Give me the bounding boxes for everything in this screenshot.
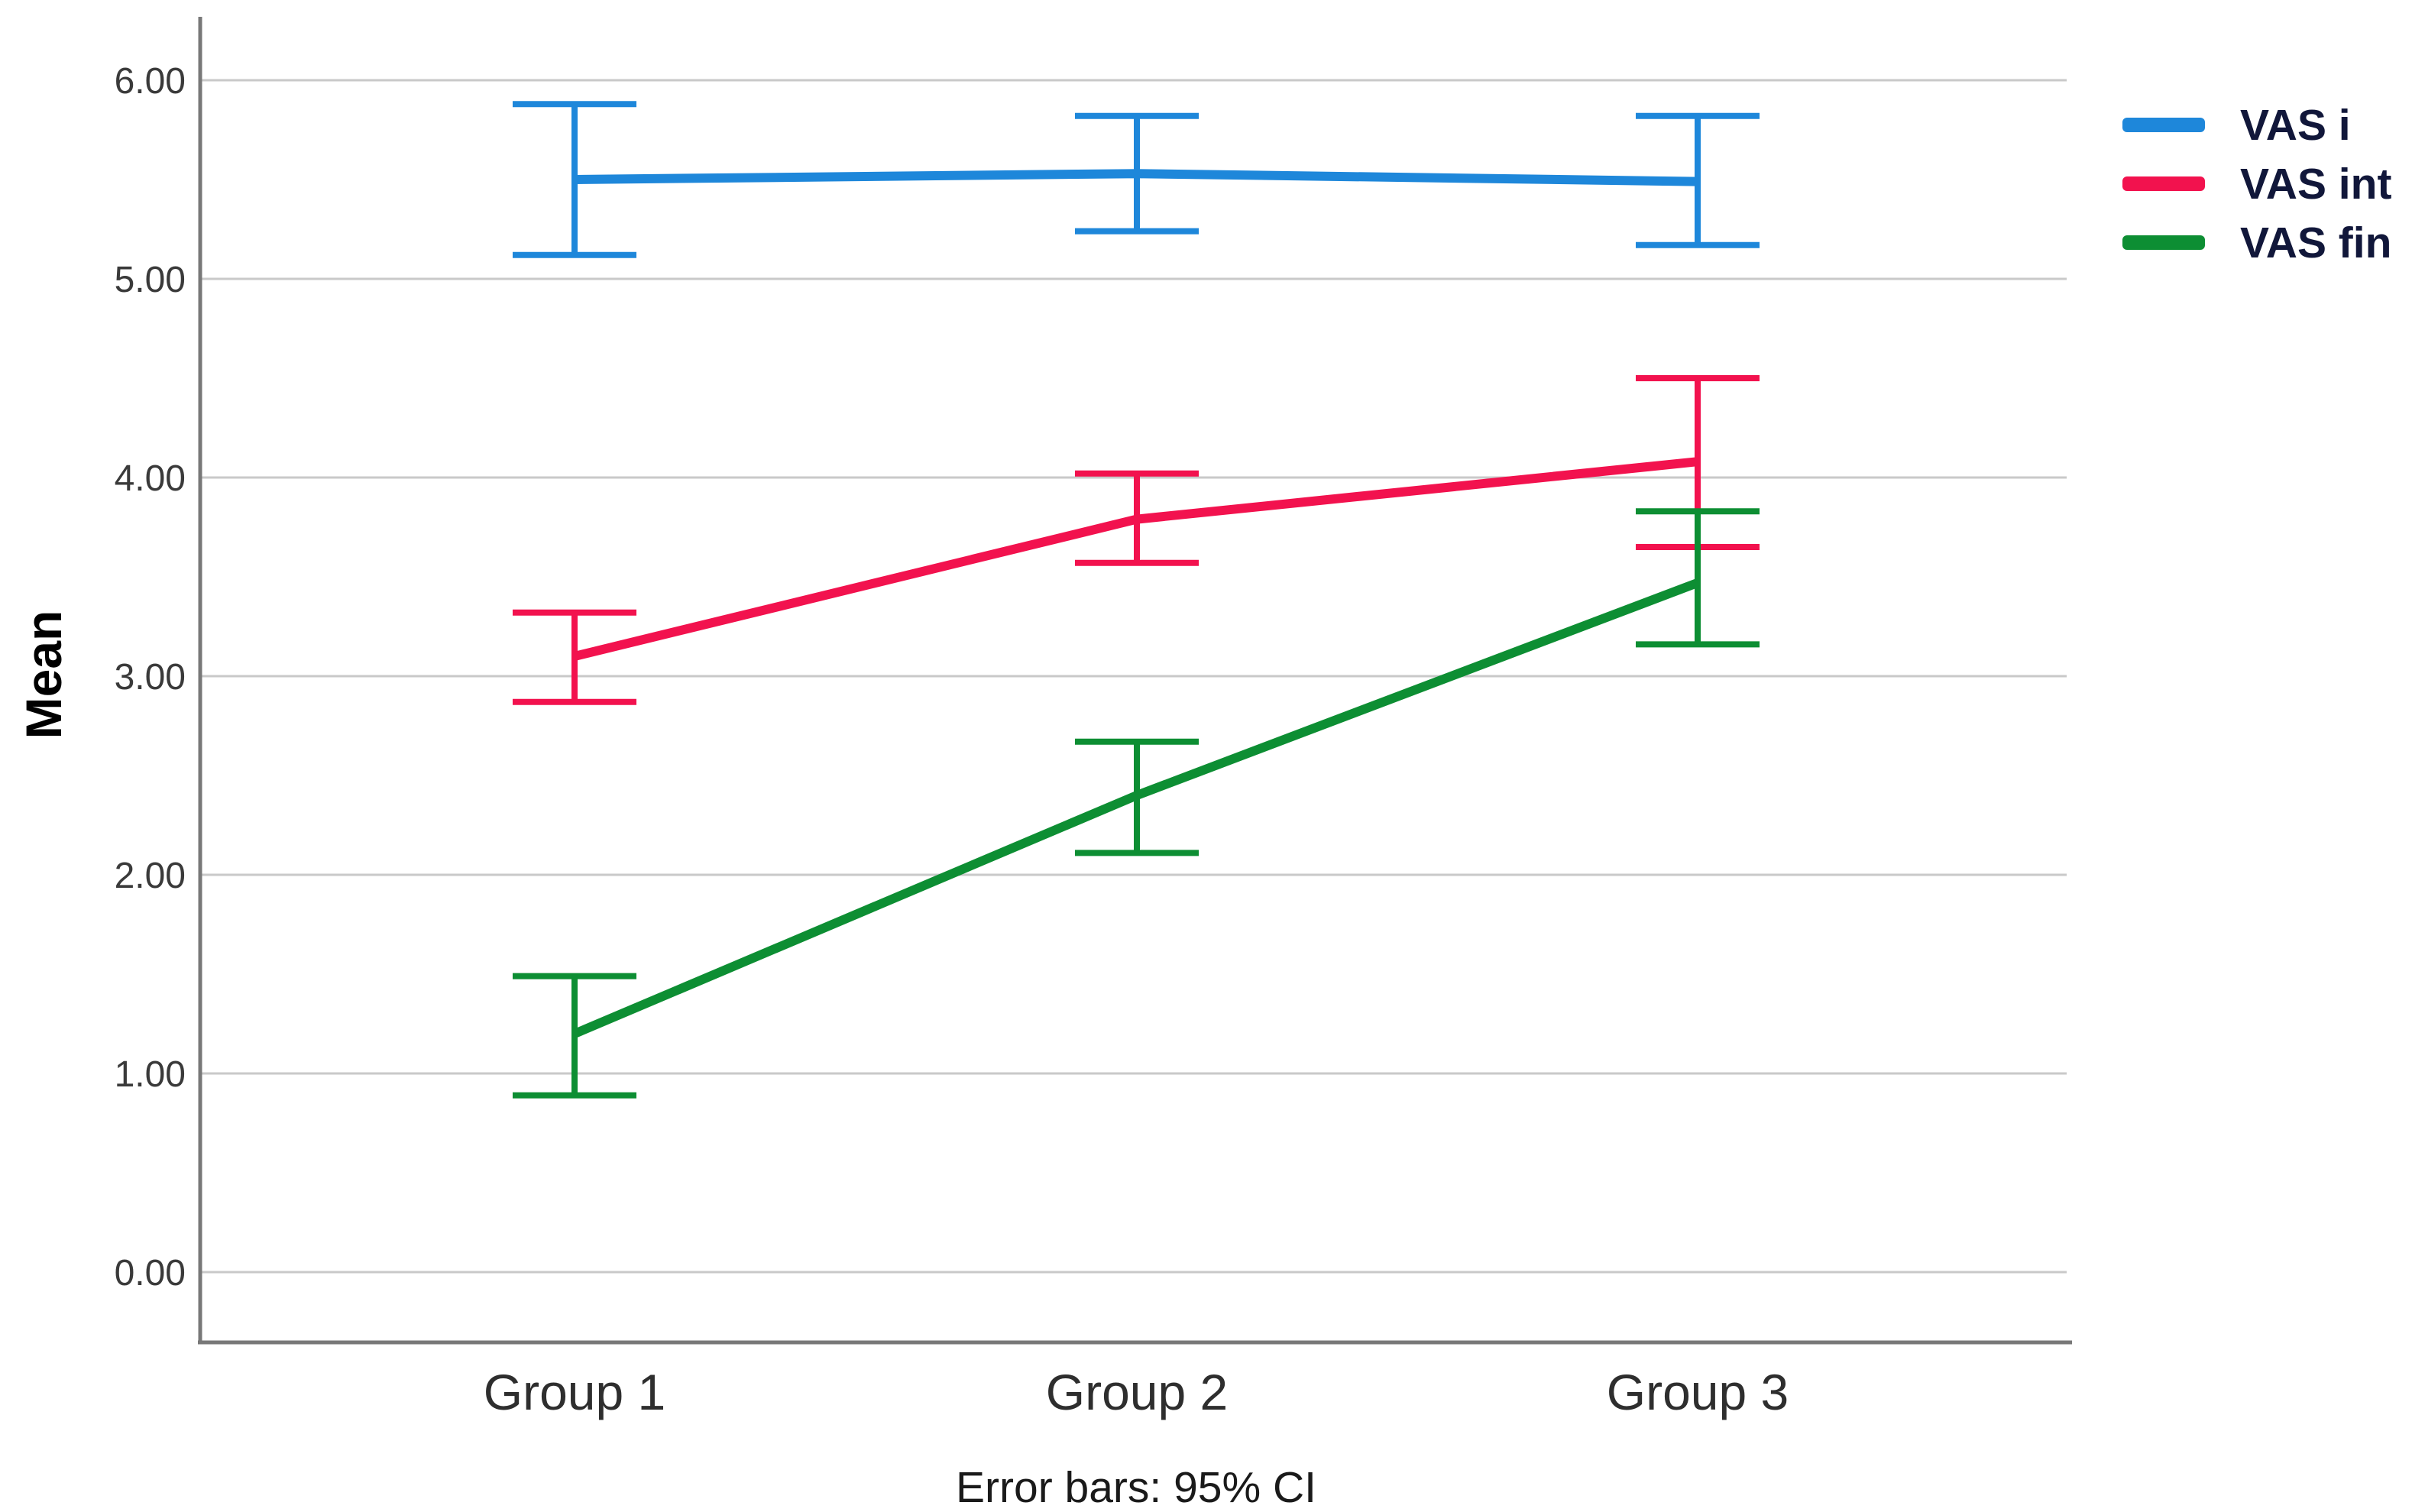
series-line-vas-int	[573, 457, 1698, 661]
y-tick-label: 2.00	[115, 856, 186, 896]
series-line-vas-fin	[572, 578, 1700, 1038]
y-tick-label: 3.00	[115, 657, 186, 698]
legend-entry-vas-int: VAS int	[2122, 154, 2391, 213]
x-tick-label: Group 1	[484, 1364, 665, 1420]
legend-swatch-vas-int	[2122, 176, 2205, 191]
y-tick-label: 1.00	[115, 1054, 186, 1095]
legend-entry-vas-fin: VAS fin	[2122, 213, 2391, 272]
legend-label: VAS i	[2240, 100, 2351, 150]
y-axis-title: Mean	[15, 610, 72, 740]
legend-swatch-vas-i	[2122, 118, 2205, 132]
legend-label: VAS fin	[2240, 218, 2392, 267]
legend-label: VAS int	[2240, 159, 2392, 209]
y-tick-label: 0.00	[115, 1253, 186, 1293]
y-tick-label: 5.00	[115, 260, 186, 300]
error-bars-caption: Error bars: 95% CI	[956, 1463, 1316, 1512]
legend-entry-vas-i: VAS i	[2122, 96, 2391, 154]
legend: VAS i VAS int VAS fin	[2122, 96, 2391, 272]
y-tick-label: 6.00	[115, 61, 186, 102]
x-tick-label: Group 2	[1046, 1364, 1228, 1420]
series-line-vas-i	[574, 169, 1698, 186]
x-tick-label: Group 3	[1607, 1364, 1789, 1420]
y-tick-label: 4.00	[115, 458, 186, 499]
legend-swatch-vas-fin	[2122, 235, 2205, 250]
